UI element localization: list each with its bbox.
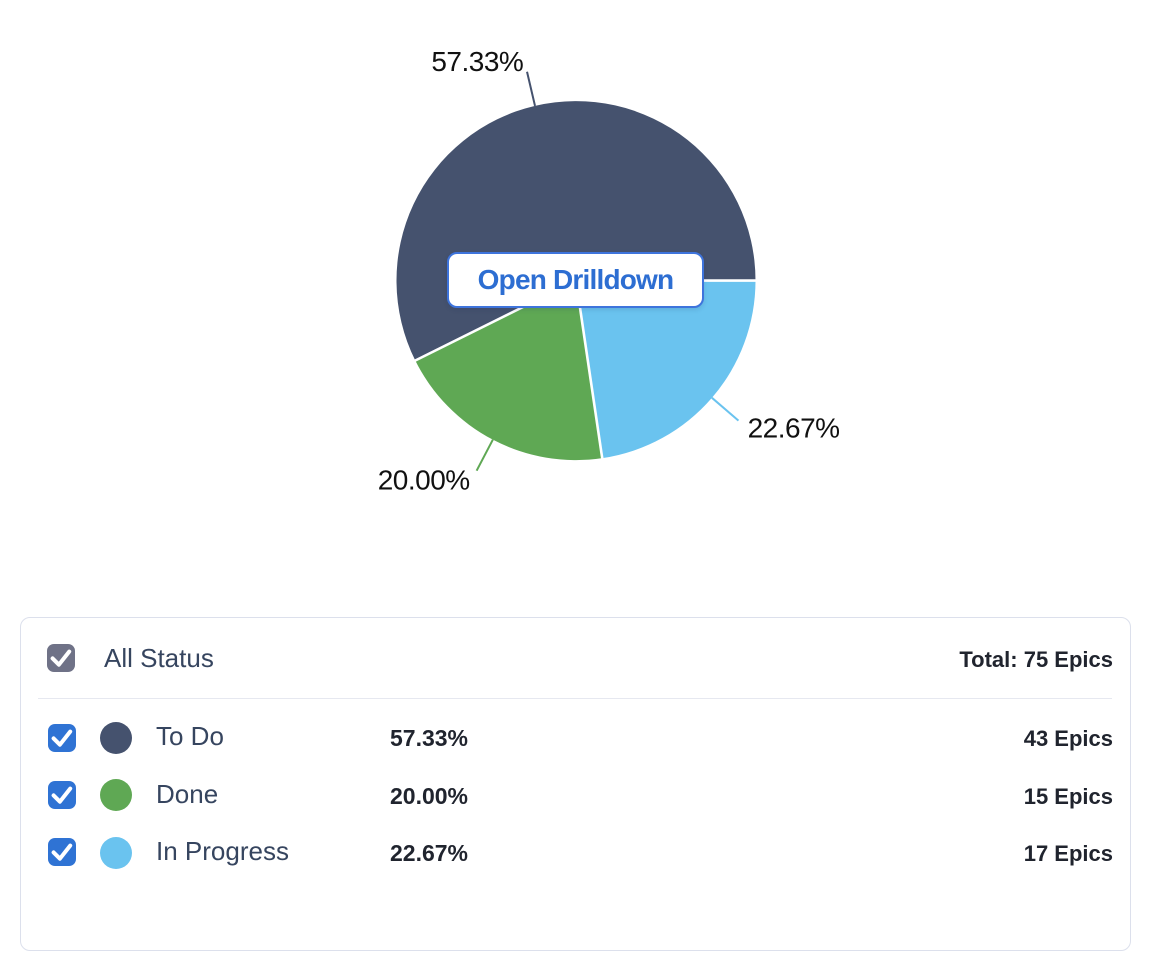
svg-text:57.33%: 57.33%: [431, 46, 523, 77]
svg-text:20.00%: 20.00%: [378, 465, 470, 496]
svg-text:22.67%: 22.67%: [748, 413, 840, 444]
